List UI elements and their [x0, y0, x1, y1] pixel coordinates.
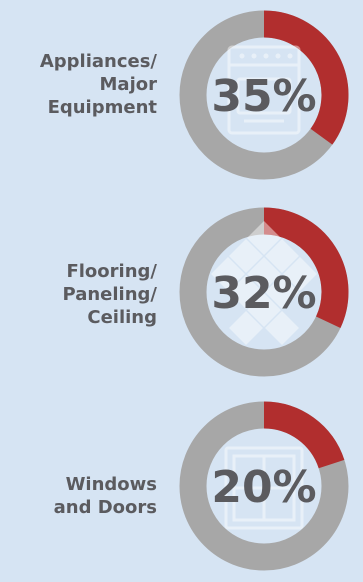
chart-item-flooring: Flooring/ Paneling/ Ceiling 32%: [0, 196, 363, 386]
oven-icon: [227, 45, 301, 135]
donut-value-arc: [263, 10, 349, 145]
chart-label-line: Major: [99, 74, 157, 95]
chart-label-line: Flooring/: [66, 261, 157, 282]
chart-label-line: and Doors: [53, 497, 157, 518]
donut-ring: 35%: [179, 10, 349, 180]
donut-ring: 32%: [179, 207, 349, 377]
chart-label-line: Ceiling: [87, 307, 157, 328]
chart-label-line: Windows: [65, 474, 157, 495]
donut-percent-label: 32%: [211, 268, 316, 319]
donut-percent-label: 35%: [211, 71, 316, 122]
chart-label: Windows and Doors: [0, 473, 157, 519]
chart-label: Flooring/ Paneling/ Ceiling: [0, 260, 158, 329]
donut-value-arc: [263, 401, 345, 469]
chart-item-appliances: Appliances/ Major Equipment 35%: [0, 0, 363, 190]
chart-label-line: Equipment: [47, 97, 157, 118]
chart-label: Appliances/ Major Equipment: [0, 50, 157, 119]
donut-ring: 20%: [179, 401, 349, 571]
donut-value-arc: [263, 207, 349, 328]
donut-percent-label: 20%: [211, 462, 316, 513]
chart-item-windows: Windows and Doors 20%: [0, 394, 363, 582]
window-icon: [224, 446, 304, 530]
chart-label-line: Paneling/: [62, 284, 158, 305]
chart-label-line: Appliances/: [39, 51, 157, 72]
